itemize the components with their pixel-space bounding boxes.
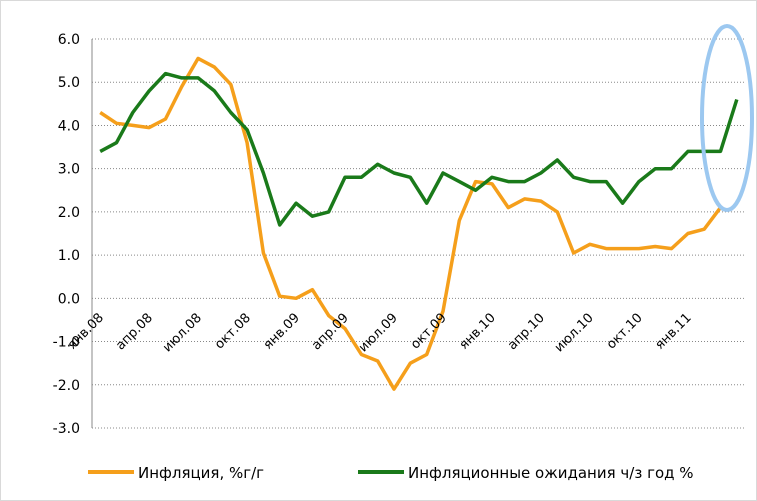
highlight-ellipse [700, 24, 754, 212]
y-tick-label: 1.0 [58, 248, 80, 264]
y-tick-label: -3.0 [53, 421, 80, 437]
y-tick-label: 3.0 [58, 162, 80, 178]
y-tick-label: -2.0 [53, 378, 80, 394]
y-tick-label: -1.0 [53, 335, 80, 351]
y-tick-label: 5.0 [58, 75, 80, 91]
series-line [99, 71, 739, 227]
series-line [99, 56, 722, 391]
y-tick-label: 0.0 [58, 291, 80, 307]
legend-label: Инфляция, %г/г [138, 464, 264, 482]
y-tick-label: 4.0 [58, 118, 80, 134]
legend-label: Инфляционные ожидания ч/з год % [408, 464, 694, 482]
y-tick-label: 2.0 [58, 205, 80, 221]
y-tick-label: 6.0 [58, 32, 80, 48]
